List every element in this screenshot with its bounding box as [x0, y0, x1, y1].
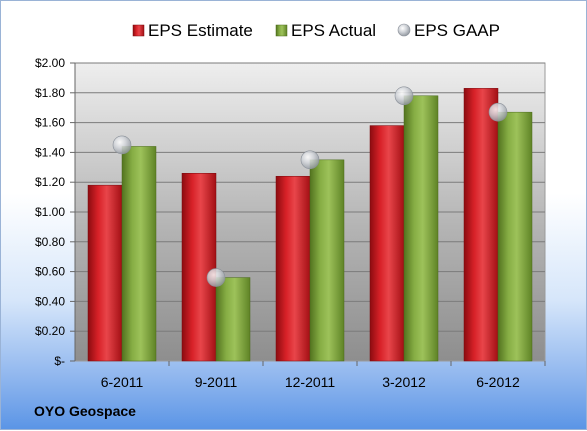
legend-estimate: EPS Estimate [132, 21, 253, 40]
gaap-markers [112, 86, 508, 287]
gaap-marker [394, 86, 414, 106]
bars [87, 88, 533, 362]
legend-swatch [397, 23, 411, 37]
y-tick-label: $1.20 [35, 175, 65, 189]
estimate-bar [87, 184, 123, 362]
estimate-bar [463, 88, 499, 362]
legend: EPS Estimate EPS Actual EPS GAAP [132, 21, 500, 40]
actual-bar [215, 277, 251, 362]
x-tick-label: 6-2012 [476, 374, 520, 390]
y-tick-label: $1.60 [35, 116, 65, 130]
legend-label: EPS Actual [291, 21, 376, 40]
actual-bar [309, 159, 345, 362]
gaap-marker [206, 268, 226, 287]
gaap-marker [300, 150, 320, 170]
y-tick-label: $2.00 [35, 56, 65, 70]
y-tick-label: $- [54, 354, 65, 368]
y-tick-label: $0.40 [35, 294, 65, 308]
legend-actual: EPS Actual [275, 21, 376, 40]
estimate-bar [181, 173, 217, 362]
actual-bar [403, 95, 439, 362]
y-axis: $- $0.20 $0.40 $0.60 $0.80 $1.00 $1.20 $1.40 $1.… [35, 56, 76, 368]
x-tick-label: 12-2011 [285, 374, 336, 390]
x-tick-label: 6-2011 [101, 374, 144, 390]
estimate-bar [275, 175, 311, 362]
legend-swatch [275, 24, 288, 37]
gaap-marker [488, 102, 508, 122]
actual-bar [497, 111, 533, 362]
y-tick-label: $1.80 [35, 86, 65, 100]
x-tick-label: 3-2012 [382, 374, 426, 390]
gaap-marker [112, 135, 132, 155]
y-tick-label: $0.80 [35, 235, 65, 249]
legend-gaap: EPS GAAP [397, 21, 500, 40]
legend-swatch [132, 24, 145, 37]
x-axis: 6-2011 9-2011 12-2011 3-2012 6-2012 [101, 361, 546, 390]
legend-label: EPS GAAP [414, 21, 500, 40]
company-name: OYO Geospace [34, 403, 136, 419]
y-tick-label: $0.60 [35, 265, 65, 279]
y-tick-label: $0.20 [35, 324, 65, 338]
estimate-bar [369, 125, 405, 362]
y-tick-label: $1.00 [35, 205, 65, 219]
x-tick-label: 9-2011 [195, 374, 238, 390]
legend-label: EPS Estimate [148, 21, 253, 40]
y-tick-label: $1.40 [35, 145, 65, 159]
actual-bar [121, 146, 157, 362]
